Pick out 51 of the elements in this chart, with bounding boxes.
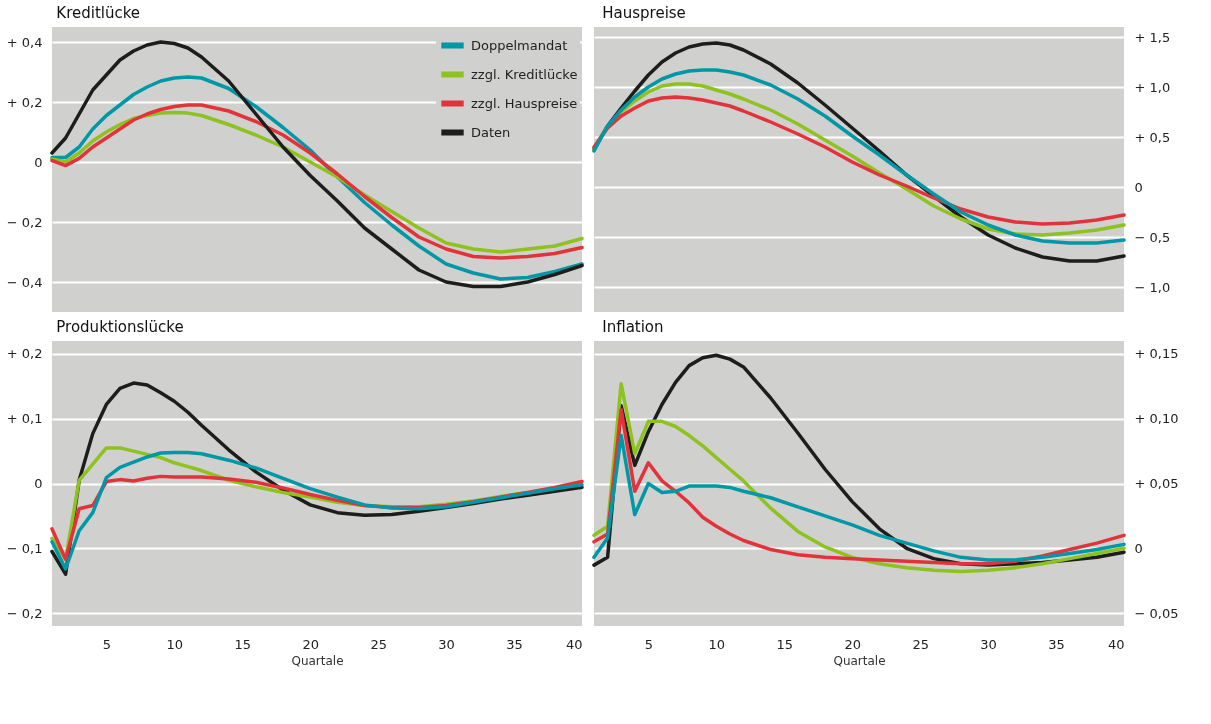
y2-tick-label: − 1,0 <box>1134 279 1171 295</box>
line-series <box>592 433 1126 562</box>
legend-label: Daten <box>471 124 511 140</box>
line-series <box>50 450 584 571</box>
line-series <box>592 95 1126 226</box>
y-tick-label: + 0,2 <box>6 346 43 362</box>
legend-label: zzgl. Hauspreise <box>471 95 578 111</box>
x-tick-label: 35 <box>506 636 523 652</box>
y-tick-label: − 0,2 <box>6 605 43 621</box>
x-tick-label: 10 <box>708 636 726 652</box>
y2-tick-label: 0 <box>1134 540 1143 556</box>
x-axis-title: Quartale <box>833 653 886 668</box>
x-tick-label: 25 <box>370 636 387 652</box>
legend-label: Doppelmandat <box>471 37 568 53</box>
x-axis-title: Quartale <box>291 653 344 668</box>
y-tick-label: 0 <box>34 476 43 491</box>
x-tick-label: 30 <box>980 636 997 652</box>
x-tick-label: 25 <box>912 636 929 652</box>
y-tick-label: + 0,1 <box>6 411 43 427</box>
x-tick-label: 10 <box>166 636 184 652</box>
chart-title: Produktionslücke <box>56 318 184 336</box>
y-tick-label: + 0,4 <box>6 34 43 50</box>
x-tick-label: 30 <box>438 636 455 652</box>
y2-tick-label: + 0,15 <box>1134 346 1179 362</box>
y2-tick-label: − 0,5 <box>1134 229 1171 245</box>
chart-title: Inflation <box>602 318 664 336</box>
y2-tick-label: + 1,5 <box>1134 29 1171 45</box>
chart-title: Hauspreise <box>602 4 686 22</box>
y-tick-label: 0 <box>34 154 43 170</box>
x-tick-label: 5 <box>102 636 111 652</box>
y2-tick-label: + 0,5 <box>1134 129 1171 145</box>
x-tick-label: 5 <box>644 636 653 652</box>
legend-label: zzgl. Kreditlücke <box>471 66 578 82</box>
y2-tick-label: + 0,05 <box>1134 476 1179 491</box>
line-series <box>50 40 584 289</box>
y2-tick-label: + 1,0 <box>1134 79 1171 95</box>
x-tick-label: 15 <box>776 636 794 652</box>
y2-tick-label: − 0,05 <box>1134 605 1179 621</box>
x-tick-label: 40 <box>1107 636 1125 652</box>
y2-tick-label: 0 <box>1134 179 1143 195</box>
x-tick-label: 20 <box>302 636 319 652</box>
x-tick-label: 35 <box>1048 636 1065 652</box>
y-tick-label: − 0,1 <box>6 540 43 556</box>
x-tick-label: 20 <box>844 636 861 652</box>
x-tick-label: 15 <box>234 636 252 652</box>
x-tick-label: 40 <box>565 636 583 652</box>
chart-title: Kreditlücke <box>56 4 141 22</box>
y-tick-label: − 0,4 <box>6 274 43 290</box>
y2-tick-label: + 0,10 <box>1134 411 1179 427</box>
y-tick-label: − 0,2 <box>6 214 43 230</box>
y-tick-label: + 0,2 <box>6 94 43 110</box>
